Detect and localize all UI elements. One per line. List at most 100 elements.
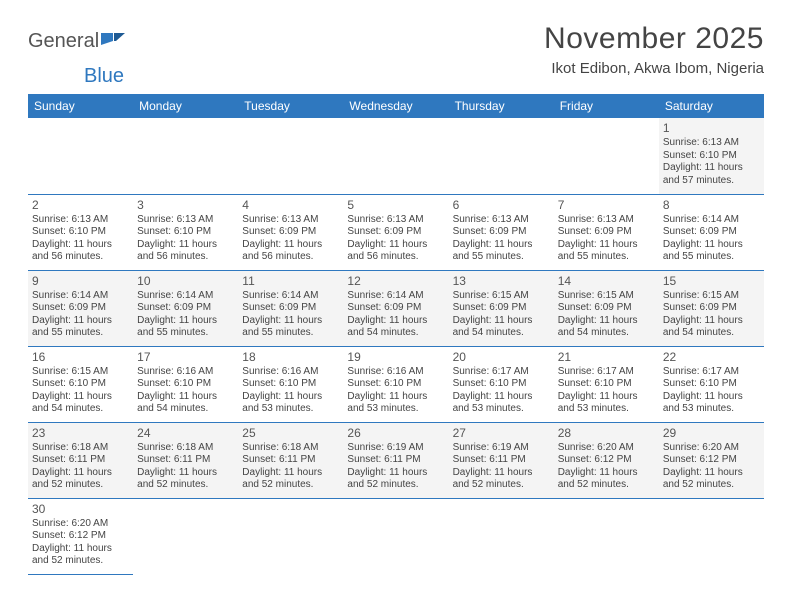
daylight-line: Daylight: 11 hours and 54 minutes.: [347, 315, 444, 340]
sunrise-line: Sunrise: 6:20 AM: [32, 518, 129, 531]
sunrise-line: Sunrise: 6:15 AM: [558, 290, 655, 303]
calendar-table: Sunday Monday Tuesday Wednesday Thursday…: [28, 94, 764, 575]
day-cell: [659, 498, 764, 574]
day-cell: [238, 498, 343, 574]
sunset-line: Sunset: 6:09 PM: [453, 226, 550, 239]
day-number: 5: [347, 198, 444, 213]
day-number: 20: [453, 350, 550, 365]
day-cell: [449, 118, 554, 194]
day-number: 18: [242, 350, 339, 365]
day-cell: [133, 118, 238, 194]
daylight-line: Daylight: 11 hours and 54 minutes.: [32, 391, 129, 416]
sunset-line: Sunset: 6:10 PM: [32, 378, 129, 391]
daylight-line: Daylight: 11 hours and 52 minutes.: [347, 467, 444, 492]
sunset-line: Sunset: 6:09 PM: [347, 302, 444, 315]
sunset-line: Sunset: 6:10 PM: [663, 378, 760, 391]
day-header: Saturday: [659, 94, 764, 118]
sunrise-line: Sunrise: 6:16 AM: [347, 366, 444, 379]
day-cell: 4Sunrise: 6:13 AMSunset: 6:09 PMDaylight…: [238, 194, 343, 270]
daylight-line: Daylight: 11 hours and 53 minutes.: [558, 391, 655, 416]
day-number: 11: [242, 274, 339, 289]
day-number: 19: [347, 350, 444, 365]
day-number: 12: [347, 274, 444, 289]
week-row: 16Sunrise: 6:15 AMSunset: 6:10 PMDayligh…: [28, 346, 764, 422]
sunrise-line: Sunrise: 6:13 AM: [347, 214, 444, 227]
sunset-line: Sunset: 6:09 PM: [558, 226, 655, 239]
daylight-line: Daylight: 11 hours and 52 minutes.: [558, 467, 655, 492]
day-header: Sunday: [28, 94, 133, 118]
title-block: November 2025 Ikot Edibon, Akwa Ibom, Ni…: [544, 22, 764, 77]
day-cell: 9Sunrise: 6:14 AMSunset: 6:09 PMDaylight…: [28, 270, 133, 346]
day-number: 13: [453, 274, 550, 289]
sunrise-line: Sunrise: 6:20 AM: [663, 442, 760, 455]
sunset-line: Sunset: 6:10 PM: [137, 378, 234, 391]
day-number: 22: [663, 350, 760, 365]
day-number: 25: [242, 426, 339, 441]
sunset-line: Sunset: 6:09 PM: [32, 302, 129, 315]
sunset-line: Sunset: 6:10 PM: [663, 150, 760, 163]
sunset-line: Sunset: 6:09 PM: [663, 226, 760, 239]
daylight-line: Daylight: 11 hours and 56 minutes.: [347, 239, 444, 264]
daylight-line: Daylight: 11 hours and 53 minutes.: [663, 391, 760, 416]
daylight-line: Daylight: 11 hours and 52 minutes.: [32, 467, 129, 492]
sunset-line: Sunset: 6:10 PM: [347, 378, 444, 391]
day-cell: 21Sunrise: 6:17 AMSunset: 6:10 PMDayligh…: [554, 346, 659, 422]
sunset-line: Sunset: 6:10 PM: [453, 378, 550, 391]
day-cell: 22Sunrise: 6:17 AMSunset: 6:10 PMDayligh…: [659, 346, 764, 422]
day-cell: 19Sunrise: 6:16 AMSunset: 6:10 PMDayligh…: [343, 346, 448, 422]
day-header: Wednesday: [343, 94, 448, 118]
sunset-line: Sunset: 6:11 PM: [137, 454, 234, 467]
sunrise-line: Sunrise: 6:19 AM: [453, 442, 550, 455]
daylight-line: Daylight: 11 hours and 55 minutes.: [558, 239, 655, 264]
daylight-line: Daylight: 11 hours and 52 minutes.: [453, 467, 550, 492]
day-number: 16: [32, 350, 129, 365]
day-number: 23: [32, 426, 129, 441]
day-header: Thursday: [449, 94, 554, 118]
daylight-line: Daylight: 11 hours and 52 minutes.: [663, 467, 760, 492]
day-cell: [343, 498, 448, 574]
sunrise-line: Sunrise: 6:20 AM: [558, 442, 655, 455]
week-row: 9Sunrise: 6:14 AMSunset: 6:09 PMDaylight…: [28, 270, 764, 346]
daylight-line: Daylight: 11 hours and 52 minutes.: [137, 467, 234, 492]
sunrise-line: Sunrise: 6:13 AM: [137, 214, 234, 227]
sunset-line: Sunset: 6:11 PM: [242, 454, 339, 467]
sunset-line: Sunset: 6:11 PM: [347, 454, 444, 467]
sunset-line: Sunset: 6:09 PM: [558, 302, 655, 315]
sunrise-line: Sunrise: 6:16 AM: [242, 366, 339, 379]
day-cell: [238, 118, 343, 194]
daylight-line: Daylight: 11 hours and 52 minutes.: [242, 467, 339, 492]
sunset-line: Sunset: 6:09 PM: [137, 302, 234, 315]
day-cell: 11Sunrise: 6:14 AMSunset: 6:09 PMDayligh…: [238, 270, 343, 346]
sunset-line: Sunset: 6:12 PM: [32, 530, 129, 543]
daylight-line: Daylight: 11 hours and 55 minutes.: [32, 315, 129, 340]
daylight-line: Daylight: 11 hours and 54 minutes.: [558, 315, 655, 340]
sunrise-line: Sunrise: 6:15 AM: [32, 366, 129, 379]
day-cell: 30Sunrise: 6:20 AMSunset: 6:12 PMDayligh…: [28, 498, 133, 574]
sunrise-line: Sunrise: 6:19 AM: [347, 442, 444, 455]
sunrise-line: Sunrise: 6:18 AM: [32, 442, 129, 455]
day-header: Friday: [554, 94, 659, 118]
daylight-line: Daylight: 11 hours and 56 minutes.: [137, 239, 234, 264]
sunrise-line: Sunrise: 6:13 AM: [242, 214, 339, 227]
sunrise-line: Sunrise: 6:14 AM: [137, 290, 234, 303]
week-row: 2Sunrise: 6:13 AMSunset: 6:10 PMDaylight…: [28, 194, 764, 270]
sunrise-line: Sunrise: 6:18 AM: [137, 442, 234, 455]
day-number: 15: [663, 274, 760, 289]
sunrise-line: Sunrise: 6:15 AM: [663, 290, 760, 303]
day-cell: 23Sunrise: 6:18 AMSunset: 6:11 PMDayligh…: [28, 422, 133, 498]
day-number: 27: [453, 426, 550, 441]
day-cell: 5Sunrise: 6:13 AMSunset: 6:09 PMDaylight…: [343, 194, 448, 270]
calendar-body: 1Sunrise: 6:13 AMSunset: 6:10 PMDaylight…: [28, 118, 764, 574]
daylight-line: Daylight: 11 hours and 56 minutes.: [242, 239, 339, 264]
sunset-line: Sunset: 6:12 PM: [558, 454, 655, 467]
sunrise-line: Sunrise: 6:17 AM: [453, 366, 550, 379]
sunrise-line: Sunrise: 6:13 AM: [32, 214, 129, 227]
location-label: Ikot Edibon, Akwa Ibom, Nigeria: [544, 60, 764, 77]
day-cell: 18Sunrise: 6:16 AMSunset: 6:10 PMDayligh…: [238, 346, 343, 422]
sunrise-line: Sunrise: 6:15 AM: [453, 290, 550, 303]
day-cell: 10Sunrise: 6:14 AMSunset: 6:09 PMDayligh…: [133, 270, 238, 346]
daylight-line: Daylight: 11 hours and 53 minutes.: [347, 391, 444, 416]
sunset-line: Sunset: 6:10 PM: [32, 226, 129, 239]
day-number: 2: [32, 198, 129, 213]
day-cell: [554, 118, 659, 194]
